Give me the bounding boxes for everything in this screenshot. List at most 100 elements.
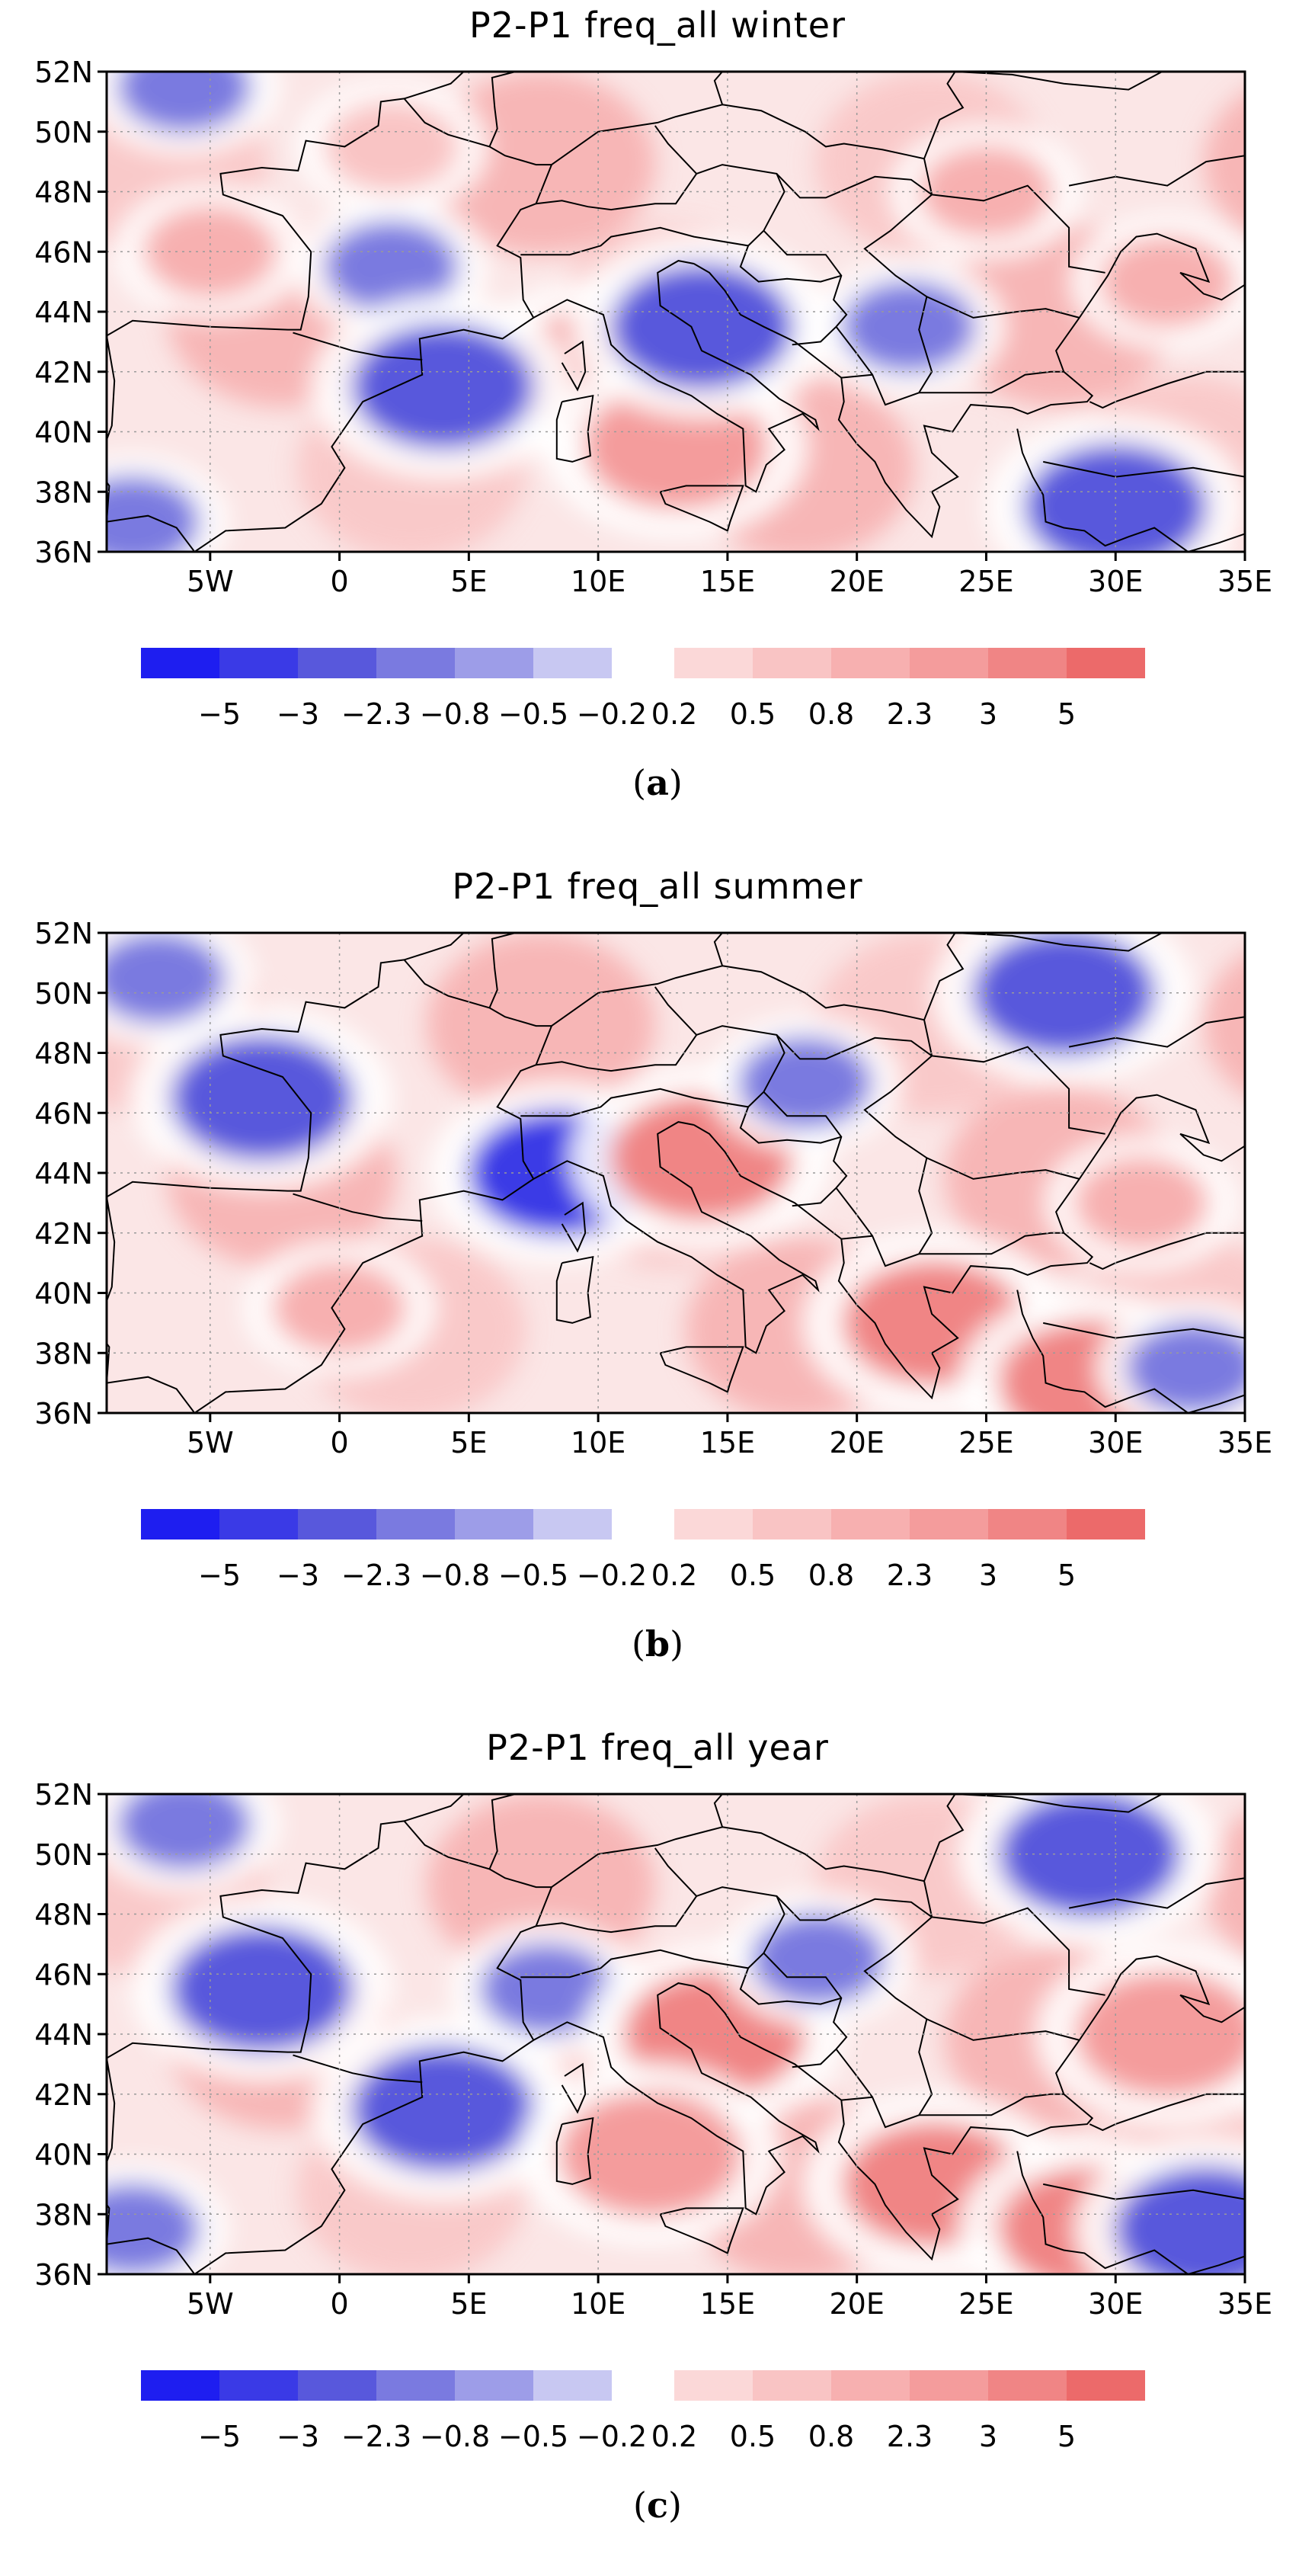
positive-anomaly <box>1100 235 1235 328</box>
negative-anomaly <box>117 1794 251 1870</box>
colorbar-positive-swatch <box>674 2370 753 2401</box>
colorbar-negative-swatch <box>219 648 298 678</box>
gridlines <box>107 72 1245 552</box>
coastline <box>551 72 724 165</box>
lat-tick-label: 36N <box>34 2258 93 2292</box>
gridlines <box>107 933 1245 1413</box>
coastline <box>1016 428 1245 552</box>
colorbar-negative-swatch <box>219 2370 298 2401</box>
lon-tick-label: 35E <box>1217 565 1272 598</box>
lon-tick-label: 0 <box>330 1426 348 1459</box>
colorbar-label: 5 <box>1057 697 1076 731</box>
colorbar-negative-swatch <box>298 2370 376 2401</box>
colorbar-negative-swatch <box>219 1509 298 1540</box>
negative-anomaly <box>479 1943 614 2036</box>
coastline <box>776 1895 933 1921</box>
lon-tick-label: 35E <box>1217 1426 1272 1459</box>
coastline <box>931 1046 1105 1135</box>
lat-tick-label: 40N <box>34 416 93 450</box>
positive-anomaly <box>324 100 459 193</box>
colorbar-positive-swatch <box>910 648 988 678</box>
negative-anomaly <box>750 1913 885 2006</box>
colorbar-label: −0.5 <box>498 697 568 731</box>
lon-tick-label: 25E <box>958 565 1013 598</box>
coastline <box>403 1820 553 2041</box>
negative-anomaly <box>737 1036 872 1129</box>
anomaly-field <box>107 933 1245 1413</box>
coastline <box>293 1193 423 1222</box>
lon-tick-label: 20E <box>829 1426 884 1459</box>
lat-tick-label: 36N <box>34 1397 93 1431</box>
colorbar-label: 0.5 <box>730 1559 776 1592</box>
colorbar-positive-swatch <box>831 648 910 678</box>
colorbar-negative-swatch <box>141 1509 219 1540</box>
lat-tick-label: 42N <box>34 2078 93 2112</box>
colorbar-negative-swatch <box>298 1509 376 1540</box>
coastline <box>1042 1322 1245 1339</box>
lat-tick-label: 42N <box>34 1217 93 1251</box>
lon-tick-label: 30E <box>1088 1426 1143 1459</box>
colorbar-label: 3 <box>979 697 997 731</box>
colorbar-label: 0.8 <box>808 1559 854 1592</box>
colorbar: −5 −3 −2.3 −0.8 −0.5 −0.2 0.2 0.5 0.8 2.3 3 5 <box>141 648 1145 731</box>
coastline <box>931 184 1105 274</box>
coastlines <box>107 1794 1245 2274</box>
negative-anomaly <box>1126 1322 1245 1413</box>
negative-anomaly <box>107 2183 200 2274</box>
lon-tick-label: 5E <box>450 565 487 598</box>
caption-letter: a <box>646 762 669 803</box>
coastline <box>955 72 1194 91</box>
lat-tick-label: 38N <box>34 476 93 509</box>
colorbar-label: 0.2 <box>651 697 697 731</box>
negative-anomaly <box>998 1794 1182 1918</box>
coastlines <box>107 72 1245 552</box>
coastline <box>1068 155 1245 187</box>
colorbar-label: −2.3 <box>341 1559 411 1592</box>
lon-tick-label: 35E <box>1217 2287 1272 2321</box>
lat-tick-label: 44N <box>34 296 93 329</box>
coastline <box>1016 1290 1245 1413</box>
lat-tick-label: 44N <box>34 2018 93 2052</box>
coastline <box>1042 460 1245 478</box>
lon-tick-label: 30E <box>1088 2287 1143 2321</box>
coastline <box>107 1121 820 1413</box>
colorbar-label: 2.3 <box>887 2420 933 2453</box>
lat-tick-label: 52N <box>34 917 93 950</box>
colorbar-negative-swatch <box>376 1509 455 1540</box>
map-winter: 52N 50N 48N 46N 44N 42N 40N 38N 36N 5W 0 5E 10E 15E 20… <box>34 56 1272 731</box>
coastline <box>107 260 820 552</box>
negative-anomaly <box>324 220 459 313</box>
panel-title: P2-P1 freq_all summer <box>452 866 863 907</box>
colorbar-label: −0.8 <box>420 697 490 731</box>
colorbar-negative-swatch <box>376 2370 455 2401</box>
coastline <box>107 72 465 337</box>
negative-anomaly <box>610 264 793 390</box>
lon-tick-label: 0 <box>330 565 348 598</box>
lon-tick-label: 20E <box>829 565 884 598</box>
panel-caption: (a) <box>632 762 683 803</box>
coastline <box>955 933 1194 952</box>
caption-letter: c <box>646 2485 668 2526</box>
colorbar-positive-swatch <box>1067 1509 1145 1540</box>
panel-title: P2-P1 freq_all year <box>486 1727 829 1768</box>
coastline <box>1016 2151 1245 2274</box>
lon-tick-label: 10E <box>571 1426 626 1459</box>
negative-anomaly <box>972 933 1156 1056</box>
coastline <box>520 1886 785 1978</box>
lat-tick-label: 52N <box>34 56 93 89</box>
coastline <box>654 986 697 1036</box>
coastline <box>693 232 1245 539</box>
coastline <box>955 1794 1194 1813</box>
colorbar-label: −0.2 <box>577 1559 647 1592</box>
coastline <box>520 164 785 256</box>
coastline <box>107 933 465 1198</box>
coastline <box>693 1094 1245 1400</box>
lat-tick-label: 40N <box>34 1277 93 1311</box>
colorbar-positive-swatch <box>1067 2370 1145 2401</box>
lat-tick-label: 48N <box>34 176 93 210</box>
colorbar-label: 3 <box>979 1559 997 1592</box>
coastline <box>293 2054 423 2083</box>
colorbar-negative-swatch <box>455 2370 533 2401</box>
coastline <box>555 2116 594 2185</box>
coastline <box>863 1880 1080 2041</box>
